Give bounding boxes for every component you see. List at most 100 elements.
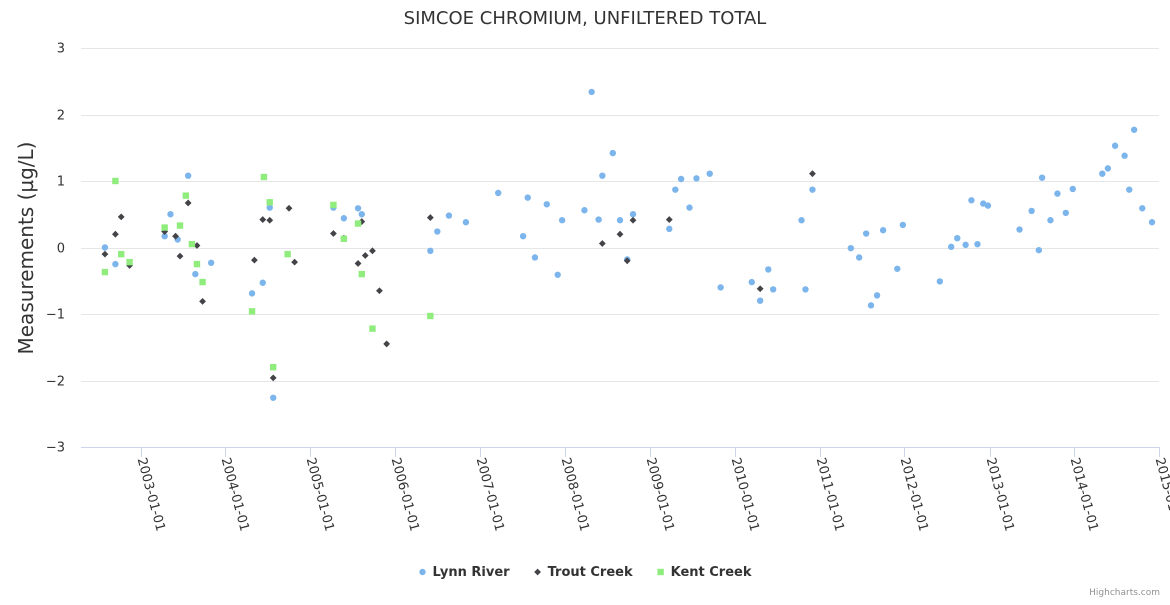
data-point[interactable]	[595, 216, 602, 223]
data-point[interactable]	[369, 247, 376, 255]
data-point[interactable]	[1130, 126, 1138, 133]
data-point[interactable]	[266, 216, 274, 224]
data-point[interactable]	[199, 278, 206, 286]
data-point[interactable]	[376, 287, 383, 295]
data-point[interactable]	[665, 216, 673, 223]
data-point[interactable]	[199, 297, 206, 305]
data-point[interactable]	[756, 285, 764, 293]
data-point[interactable]	[427, 247, 434, 255]
data-point[interactable]	[706, 170, 713, 177]
data-point[interactable]	[111, 230, 119, 238]
data-point[interactable]	[176, 222, 184, 229]
data-point[interactable]	[524, 194, 531, 201]
legend-item-lynn-river[interactable]: Lynn River	[419, 565, 510, 580]
data-point[interactable]	[117, 213, 125, 221]
data-point[interactable]	[798, 217, 805, 224]
data-point[interactable]	[616, 217, 624, 224]
data-point[interactable]	[358, 211, 365, 218]
data-point[interactable]	[629, 211, 637, 218]
data-point[interactable]	[462, 219, 470, 226]
data-point[interactable]	[361, 252, 369, 259]
legend-item-trout-creek[interactable]: Trout Creek	[534, 565, 633, 580]
data-point[interactable]	[894, 265, 901, 272]
data-point[interactable]	[1148, 219, 1156, 226]
data-point[interactable]	[609, 149, 616, 157]
data-point[interactable]	[769, 286, 777, 293]
data-point[interactable]	[270, 364, 277, 371]
data-point[interactable]	[434, 228, 441, 235]
data-point[interactable]	[1099, 170, 1106, 177]
data-point[interactable]	[330, 230, 337, 237]
data-point[interactable]	[1139, 205, 1146, 212]
data-point[interactable]	[598, 240, 606, 247]
legend-item-kent-creek[interactable]: Kent Creek	[657, 565, 752, 580]
data-point[interactable]	[531, 254, 539, 261]
data-point[interactable]	[672, 186, 679, 193]
data-point[interactable]	[1035, 246, 1043, 254]
data-point[interactable]	[101, 244, 109, 251]
data-point[interactable]	[899, 221, 907, 229]
data-point[interactable]	[948, 243, 955, 251]
data-point[interactable]	[167, 211, 174, 218]
data-point[interactable]	[172, 232, 179, 240]
data-point[interactable]	[266, 204, 273, 211]
data-point[interactable]	[1028, 207, 1035, 215]
data-point[interactable]	[558, 217, 566, 224]
data-point[interactable]	[354, 260, 362, 267]
data-point[interactable]	[495, 189, 502, 197]
data-point[interactable]	[802, 286, 809, 293]
data-point[interactable]	[1126, 186, 1133, 193]
data-point[interactable]	[1121, 152, 1128, 159]
data-point[interactable]	[184, 199, 192, 207]
data-point[interactable]	[270, 394, 277, 401]
data-point[interactable]	[285, 204, 293, 212]
data-point[interactable]	[1062, 209, 1069, 217]
data-point[interactable]	[519, 232, 527, 240]
data-point[interactable]	[188, 240, 196, 248]
data-point[interactable]	[1104, 165, 1112, 172]
data-point[interactable]	[623, 257, 631, 265]
data-point[interactable]	[259, 279, 266, 286]
data-point[interactable]	[847, 244, 855, 252]
data-point[interactable]	[677, 175, 685, 183]
data-point[interactable]	[1111, 142, 1119, 149]
data-point[interactable]	[616, 230, 624, 238]
data-point[interactable]	[101, 268, 109, 276]
data-point[interactable]	[161, 232, 168, 240]
data-point[interactable]	[426, 214, 434, 221]
data-point[interactable]	[126, 258, 133, 266]
data-point[interactable]	[112, 177, 119, 185]
data-point[interactable]	[291, 258, 299, 266]
data-point[interactable]	[192, 270, 199, 278]
legend[interactable]: Lynn River Trout Creek Kent Creek	[419, 565, 752, 580]
data-point[interactable]	[369, 325, 376, 332]
data-point[interactable]	[284, 250, 291, 258]
data-point[interactable]	[855, 254, 863, 261]
data-point[interactable]	[383, 340, 391, 348]
data-point[interactable]	[250, 256, 258, 264]
data-point[interactable]	[717, 284, 724, 291]
data-point[interactable]	[686, 204, 693, 211]
data-point[interactable]	[340, 215, 348, 222]
data-point[interactable]	[193, 260, 201, 268]
data-point[interactable]	[1038, 174, 1046, 181]
data-point[interactable]	[427, 312, 434, 320]
data-point[interactable]	[101, 250, 109, 258]
data-point[interactable]	[184, 172, 192, 179]
data-point[interactable]	[176, 252, 184, 260]
data-point[interactable]	[962, 241, 969, 249]
data-point[interactable]	[112, 260, 119, 268]
data-point[interactable]	[445, 212, 453, 219]
data-point[interactable]	[354, 205, 362, 212]
credits-link[interactable]: Highcharts.com	[1089, 588, 1160, 598]
data-point[interactable]	[1069, 185, 1076, 193]
data-point[interactable]	[161, 224, 168, 231]
data-point[interactable]	[581, 207, 588, 214]
data-point[interactable]	[259, 216, 267, 223]
data-point[interactable]	[248, 308, 256, 315]
data-point[interactable]	[554, 271, 561, 278]
data-point[interactable]	[354, 220, 362, 227]
data-point[interactable]	[588, 88, 595, 96]
data-point[interactable]	[599, 172, 606, 179]
data-point[interactable]	[1016, 226, 1023, 233]
